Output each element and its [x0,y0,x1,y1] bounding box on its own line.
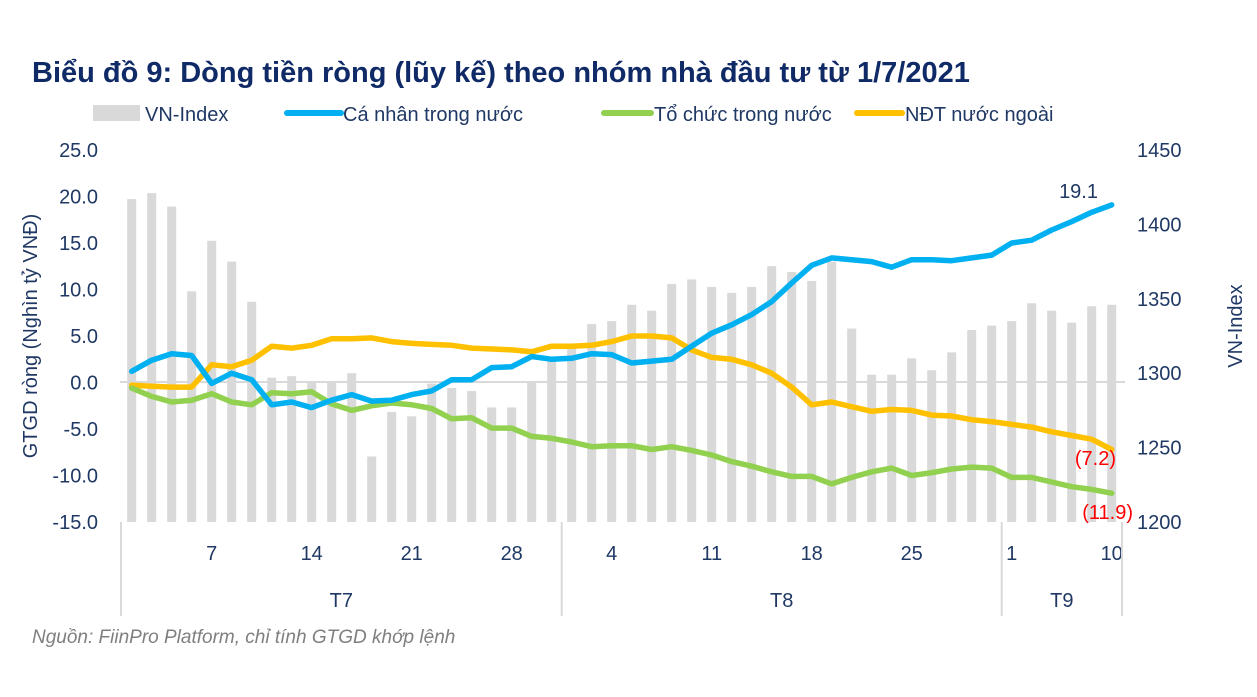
vnindex-bar [467,391,477,522]
individual-line [128,202,1115,411]
vnindex-bar [387,411,397,522]
x-tick-label: 1 [1006,543,1017,565]
vnindex-bar [947,352,957,522]
vnindex-bar [767,266,777,522]
legend-label-individual: Cá nhân trong nước [343,104,523,126]
vnindex-bar [427,383,437,522]
vnindex-bar [847,328,857,522]
vnindex-bar [367,456,377,522]
vnindex-bar [507,407,517,522]
month-label: T8 [770,590,793,612]
vnindex-bar [887,374,897,522]
x-tick-label: 10 [1101,543,1123,565]
vnindex-bar [607,321,617,522]
label-institution-final: (11.9) [1082,502,1133,524]
y-tick-label-right: 1450 [1137,140,1182,162]
vnindex-bar [827,261,837,522]
y-tick-label-right: 1300 [1137,363,1182,385]
y-tick-label-left: 0.0 [70,373,98,395]
x-tick-label: 14 [301,543,323,565]
legend: VN-Index Cá nhân trong nước Tổ chức tron… [93,104,1053,126]
vnindex-bar [287,376,297,522]
vnindex-bar [487,407,497,522]
y-tick-label-left: 5.0 [70,326,98,348]
vnindex-bar [267,377,277,522]
vnindex-bar [787,272,797,522]
vnindex-bar [347,373,357,522]
vnindex-bar [127,199,137,522]
vnindex-bar [247,301,257,522]
vnindex-bar [447,388,457,522]
vnindex-bar [307,382,317,522]
y-tick-label-left: 15.0 [59,233,98,255]
y-axis-right: 1450 1400 1350 1300 1250 1200 [1137,140,1182,534]
y-tick-label-left: 25.0 [59,140,98,162]
vnindex-bar [967,330,977,522]
vnindex-bar [527,382,537,522]
series-lines [128,202,1115,496]
vnindex-bar [627,304,637,522]
vnindex-bar [707,286,717,522]
source-note: Nguồn: FiinPro Platform, chỉ tính GTGD k… [32,627,455,648]
institution-line [128,385,1115,496]
x-tick-label: 18 [801,543,823,565]
vnindex-bar [667,283,677,522]
vnindex-bar [1047,310,1057,522]
y-axis-title-right: VN-Index [1225,284,1247,367]
vnindex-bar [547,361,557,522]
x-tick-label: 28 [501,543,523,565]
vnindex-bar [907,358,917,522]
y-tick-label-left: 20.0 [59,187,98,209]
vnindex-bar [227,261,237,522]
y-tick-label-right: 1350 [1137,289,1182,311]
vnindex-bar [1027,303,1037,522]
vnindex-bar [187,291,197,522]
y-tick-label-left: -15.0 [52,512,98,534]
legend-label-vnindex: VN-Index [145,104,228,126]
y-tick-label-right: 1400 [1137,214,1182,236]
vnindex-bar [1087,306,1097,522]
y-tick-label-right: 1200 [1137,512,1182,534]
vnindex-bar [867,374,877,522]
chart-title: Biểu đồ 9: Dòng tiền ròng (lũy kế) theo … [32,57,970,89]
legend-label-institution: Tổ chức trong nước [654,104,832,126]
month-label: T7 [330,590,353,612]
vnindex-bar [407,416,417,522]
vnindex-bar [1067,322,1077,522]
data-labels: 19.1 (7.2) (11.9) [1059,181,1133,524]
month-label: T9 [1050,590,1073,612]
vnindex-bar [327,382,337,522]
label-individual-final: 19.1 [1059,181,1098,203]
vnindex-bar [1007,321,1017,522]
foreign-line [128,333,1115,453]
x-tick-label: 21 [401,543,423,565]
vnindex-bar [747,286,757,522]
y-tick-label-right: 1250 [1137,438,1182,460]
label-foreign-final: (7.2) [1075,448,1116,470]
vnindex-bar [587,324,597,522]
vnindex-bar [927,370,937,522]
vnindex-bar [727,292,737,522]
vnindex-bar [647,310,657,522]
y-tick-label-left: 10.0 [59,280,98,302]
x-tick-label: 4 [606,543,617,565]
y-tick-label-left: -10.0 [52,466,98,488]
y-tick-label-left: -5.0 [64,419,98,441]
x-axis: 7 14 21 28 4 11 18 25 1 10 T7 T8 T9 [120,522,1123,616]
x-tick-label: 7 [206,543,217,565]
vnindex-bar [1107,304,1117,522]
vnindex-bar [687,279,697,522]
vnindex-bar [167,206,177,522]
x-tick-label: 11 [701,543,722,565]
vnindex-bar [567,343,577,522]
legend-label-foreign: NĐT nước ngoài [905,104,1053,126]
legend-swatch-vnindex [93,105,140,121]
y-axis-title-left: GTGD ròng (Nghìn tỷ VNĐ) [20,214,42,459]
y-axis-left: 25.0 20.0 15.0 10.0 5.0 0.0 -5.0 -10.0 -15.0 [52,140,98,534]
x-tick-label: 25 [901,543,923,565]
